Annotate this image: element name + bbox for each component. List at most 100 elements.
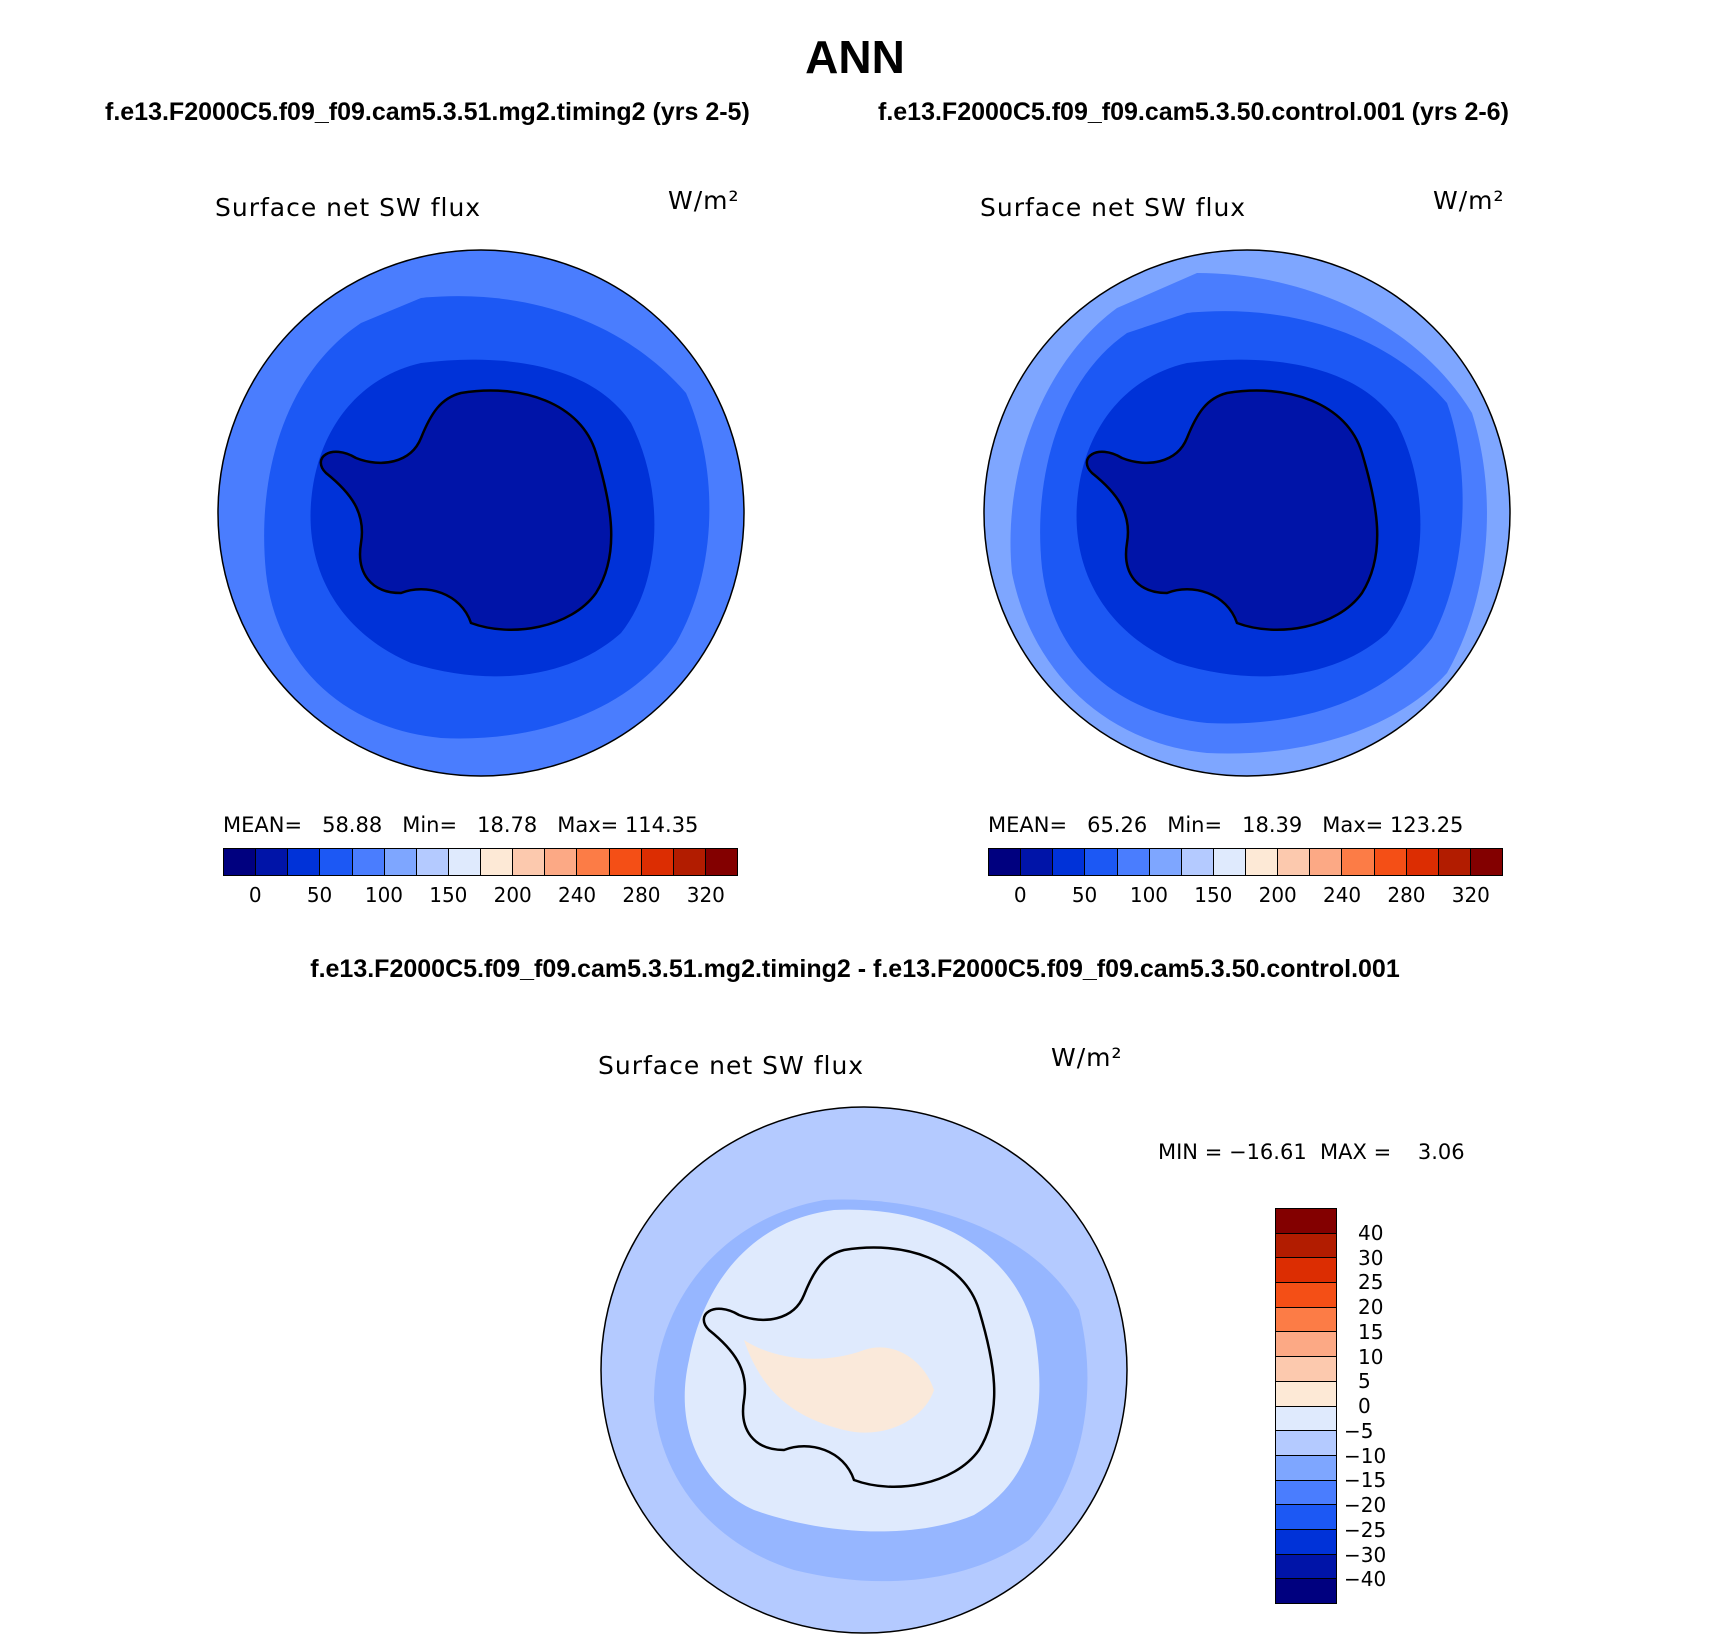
- colorbar-tick-label: −20: [1344, 1493, 1387, 1517]
- positive-anomaly-patch: [744, 1340, 934, 1433]
- colorbar-tick-label: −15: [1344, 1468, 1387, 1493]
- colorbar-tick-label: 0: [1358, 1394, 1371, 1418]
- colorbar-swatch: [705, 849, 737, 875]
- colorbar-swatch: [1276, 1406, 1336, 1432]
- case-b-title: f.e13.F2000C5.f09_f09.cam5.3.50.control.…: [878, 98, 1509, 126]
- colorbar-swatch: [352, 849, 385, 875]
- colorbar-swatch: [481, 849, 514, 875]
- panel1-colorbar: [223, 848, 738, 876]
- colorbar-tick-label: 20: [1358, 1295, 1384, 1319]
- colorbar-swatch: [1246, 849, 1279, 875]
- colorbar-tick-label: −5: [1344, 1418, 1374, 1443]
- colorbar-tick-label: −30: [1344, 1542, 1387, 1567]
- diff-map: [600, 1106, 1128, 1634]
- colorbar-swatch: [989, 849, 1022, 875]
- colorbar-tick-label: −25: [1344, 1517, 1387, 1542]
- panel1-colorbar-ticks: 0 50 100 150 200 240 280 320: [223, 883, 738, 909]
- panel2-variable: Surface net SW flux: [980, 193, 1247, 222]
- colorbar-swatch: [1276, 1431, 1336, 1456]
- colorbar-swatch: [288, 849, 321, 875]
- colorbar-swatch: [1406, 849, 1439, 875]
- colorbar-swatch: [673, 849, 706, 875]
- colorbar-swatch: [1276, 1455, 1336, 1481]
- colorbar-swatch: [1276, 1529, 1336, 1555]
- colorbar-swatch: [1278, 849, 1311, 875]
- colorbar-swatch: [545, 849, 578, 875]
- colorbar-swatch: [1470, 849, 1502, 875]
- colorbar-tick-label: 320: [1451, 883, 1490, 907]
- diff-stats: MIN = −16.61 MAX = 3.06: [1158, 1140, 1465, 1164]
- colorbar-swatch: [1276, 1283, 1336, 1308]
- colorbar-tick-label: 5: [1358, 1369, 1371, 1394]
- colorbar-swatch: [1276, 1233, 1336, 1259]
- colorbar-swatch: [1276, 1480, 1336, 1506]
- colorbar-swatch: [641, 849, 674, 875]
- main-title: ANN: [805, 31, 905, 83]
- colorbar-swatch: [513, 849, 546, 875]
- colorbar-tick-label: 240: [557, 883, 597, 907]
- colorbar-tick-label: 100: [1129, 883, 1169, 907]
- panel2-map: [983, 249, 1511, 777]
- panel2-colorbar-ticks: 0 50 100 150 200 240 280 320: [988, 883, 1503, 909]
- colorbar-tick-label: 240: [1322, 883, 1362, 907]
- diff-colorbar: [1275, 1208, 1337, 1604]
- colorbar-swatch: [256, 849, 289, 875]
- colorbar-tick-label: 10: [1358, 1344, 1384, 1369]
- colorbar-tick-label: 50: [306, 883, 333, 907]
- colorbar-tick-label: 50: [1071, 883, 1098, 907]
- colorbar-tick-label: 200: [493, 883, 532, 907]
- colorbar-swatch: [1276, 1381, 1336, 1407]
- colorbar-tick-label: 40: [1358, 1220, 1384, 1245]
- colorbar-swatch: [609, 849, 642, 875]
- colorbar-swatch: [1276, 1554, 1336, 1580]
- colorbar-swatch: [577, 849, 610, 875]
- colorbar-swatch: [1276, 1307, 1336, 1333]
- colorbar-tick-label: 150: [1194, 883, 1233, 907]
- colorbar-tick-label: 0: [248, 883, 262, 907]
- colorbar-swatch: [224, 849, 257, 875]
- colorbar-swatch: [1276, 1357, 1336, 1382]
- colorbar-swatch: [1342, 849, 1375, 875]
- colorbar-tick-label: 200: [1258, 883, 1297, 907]
- colorbar-swatch: [1021, 849, 1054, 875]
- diff-colorbar-ticks: 40 30 25 20 15 10 5 0 −5 −10 −15 −20 −25 −30 −40: [1344, 1208, 1424, 1604]
- colorbar-swatch: [1149, 849, 1182, 875]
- colorbar-swatch: [1276, 1258, 1336, 1284]
- colorbar-tick-label: 280: [622, 883, 661, 907]
- diff-units: W/m²: [1051, 1043, 1123, 1072]
- panel1-stats: MEAN= 58.88 Min= 18.78 Max= 114.35: [223, 813, 699, 837]
- colorbar-swatch: [1276, 1579, 1336, 1603]
- colorbar-swatch: [1374, 849, 1407, 875]
- colorbar-tick-label: 150: [429, 883, 468, 907]
- colorbar-swatch: [416, 849, 449, 875]
- colorbar-swatch: [1085, 849, 1118, 875]
- colorbar-tick-label: −10: [1344, 1443, 1387, 1468]
- colorbar-tick-label: 280: [1387, 883, 1426, 907]
- colorbar-tick-label: 0: [1013, 883, 1027, 907]
- diff-title: f.e13.F2000C5.f09_f09.cam5.3.51.mg2.timi…: [310, 955, 1400, 983]
- panel1-units: W/m²: [668, 186, 740, 215]
- colorbar-tick-label: 320: [686, 883, 725, 907]
- diff-variable: Surface net SW flux: [598, 1051, 865, 1080]
- panel2-stats: MEAN= 65.26 Min= 18.39 Max= 123.25: [988, 813, 1464, 837]
- colorbar-tick-label: 25: [1358, 1270, 1384, 1295]
- colorbar-swatch: [1181, 849, 1214, 875]
- colorbar-swatch: [1053, 849, 1086, 875]
- panel2-units: W/m²: [1433, 186, 1505, 215]
- antarctica-outline: [319, 389, 613, 631]
- panel2-colorbar: [988, 848, 1503, 876]
- colorbar-swatch: [384, 849, 417, 875]
- colorbar-swatch: [1213, 849, 1246, 875]
- colorbar-swatch: [320, 849, 353, 875]
- colorbar-swatch: [1276, 1209, 1336, 1234]
- colorbar-tick-label: −40: [1344, 1567, 1387, 1592]
- map-border: [983, 249, 1511, 777]
- case-a-title: f.e13.F2000C5.f09_f09.cam5.3.51.mg2.timi…: [105, 98, 750, 126]
- panel1-map: [217, 249, 745, 777]
- colorbar-swatch: [1117, 849, 1150, 875]
- colorbar-swatch: [1310, 849, 1343, 875]
- colorbar-swatch: [1438, 849, 1471, 875]
- colorbar-swatch: [448, 849, 481, 875]
- antarctica-outline: [1085, 389, 1379, 631]
- colorbar-tick-label: 30: [1358, 1245, 1384, 1270]
